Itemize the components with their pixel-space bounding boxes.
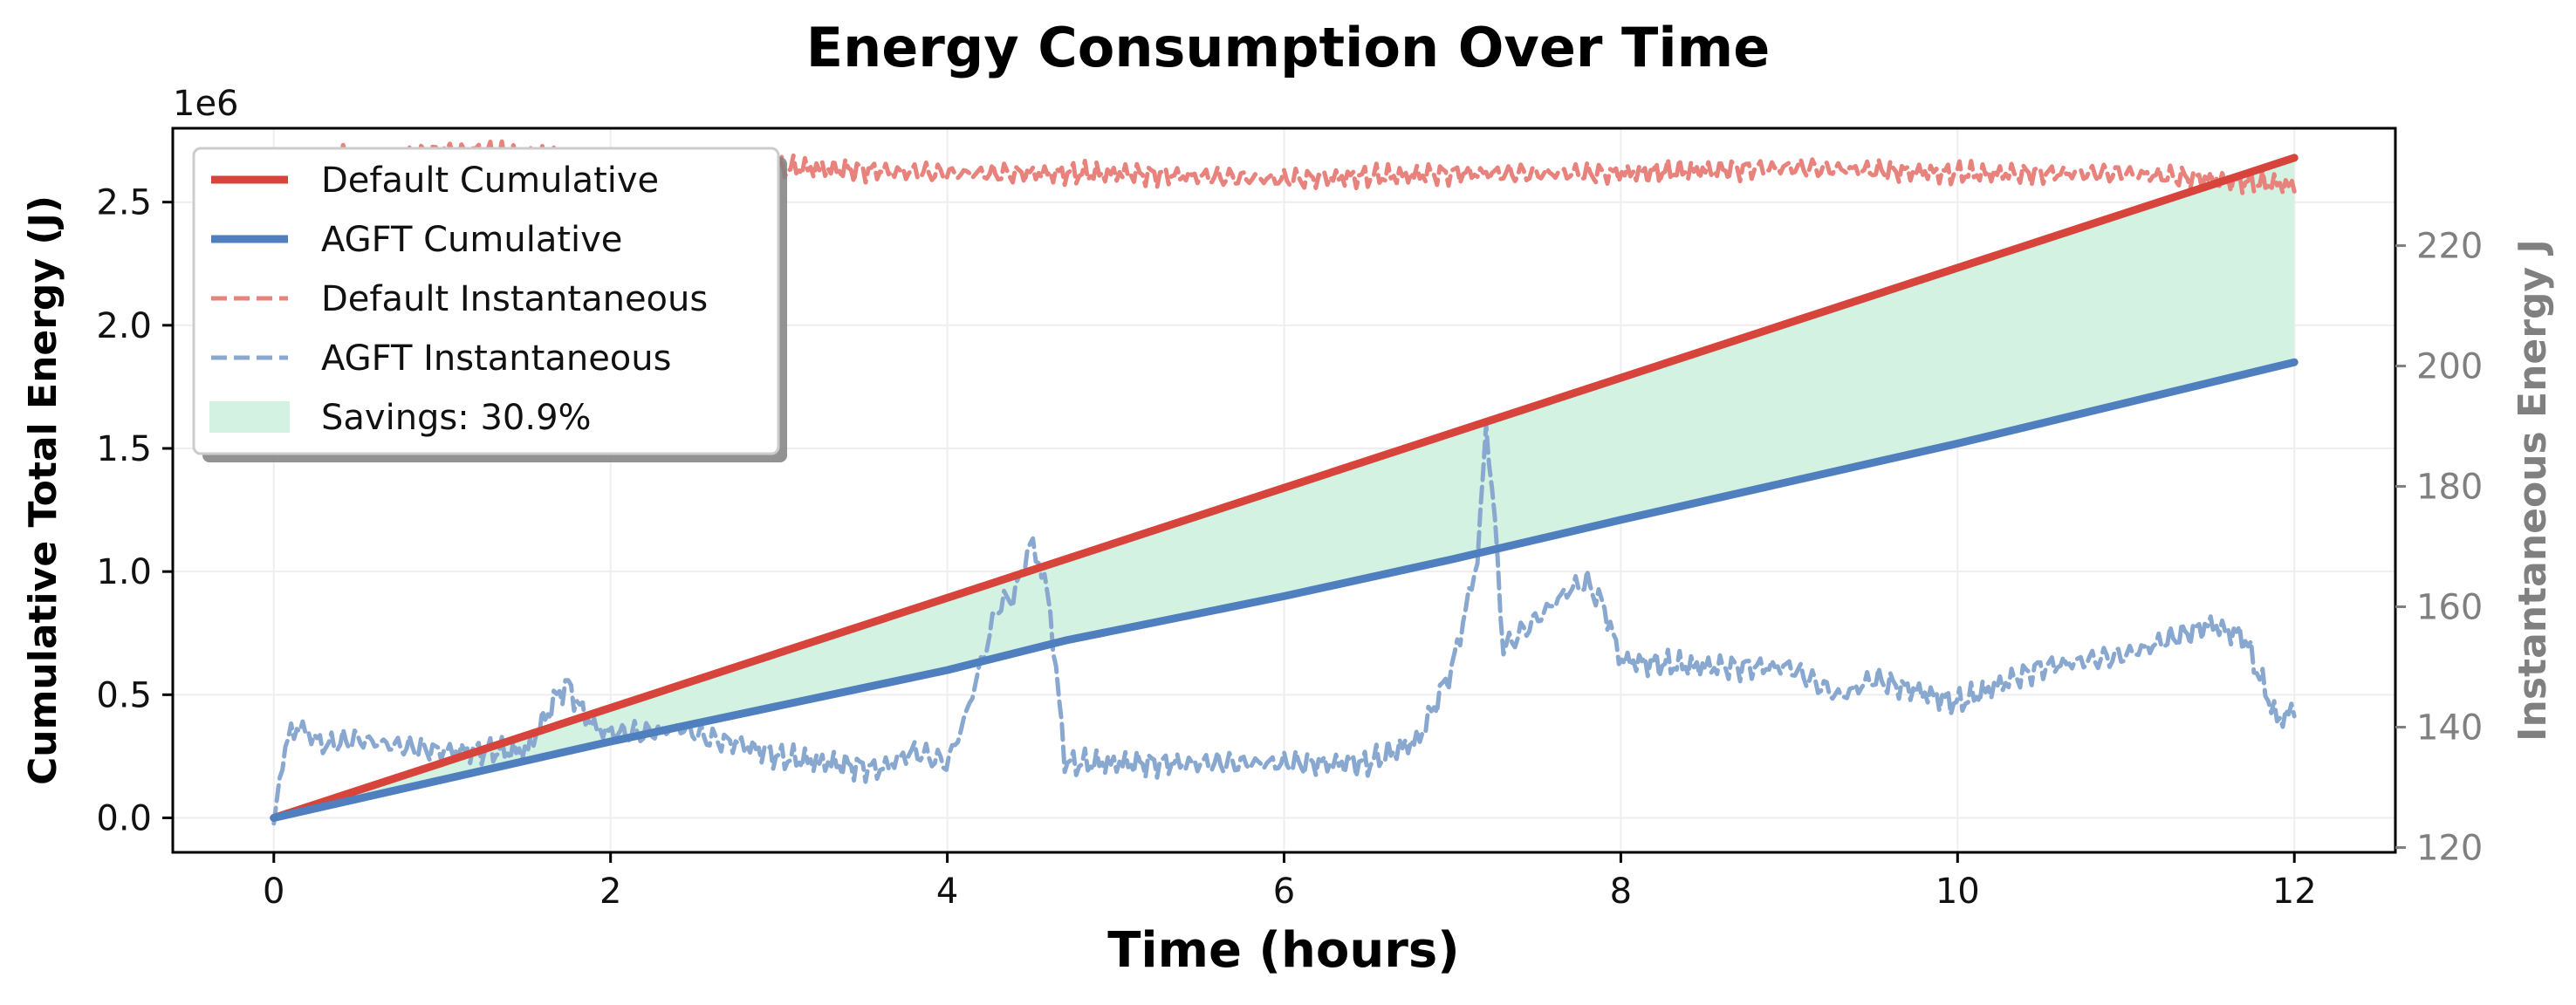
x-tick-label-0: 0 bbox=[263, 872, 284, 912]
x-tick-label-3: 6 bbox=[1273, 872, 1295, 912]
x-tick-label-1: 2 bbox=[599, 872, 621, 912]
y-right-axis-ticks: 120 140 160 180 200 220 bbox=[2395, 227, 2483, 868]
legend-label-agft-cumulative: AGFT Cumulative bbox=[321, 220, 622, 260]
legend-label-savings-30-9-: Savings: 30.9% bbox=[321, 398, 592, 438]
y-left-tick-label-3: 1.5 bbox=[96, 429, 152, 469]
y-right-tick-label-4: 200 bbox=[2416, 347, 2483, 387]
y-left-tick-label-4: 2.0 bbox=[96, 306, 152, 346]
legend: Default Cumulative AGFT Cumulative Default… bbox=[192, 147, 787, 462]
y-left-tick-label-1: 0.5 bbox=[96, 675, 152, 715]
y-left-tick-label-2: 1.0 bbox=[96, 552, 152, 592]
x-tick-label-5: 10 bbox=[1935, 872, 1980, 912]
series-agft-cumulative bbox=[270, 358, 2299, 822]
y-right-axis-title: Instantaneous Energy J bbox=[2511, 239, 2555, 742]
y-left-offset-label: 1e6 bbox=[173, 84, 239, 124]
legend-box bbox=[192, 147, 780, 455]
y-left-tick-label-5: 2.5 bbox=[96, 183, 152, 223]
y-left-tick-label-0: 0.0 bbox=[96, 798, 152, 838]
legend-label-default-cumulative: Default Cumulative bbox=[321, 161, 659, 201]
y-left-axis-ticks: 0.0 0.5 1.0 1.5 2.0 2.5 bbox=[96, 183, 173, 838]
series-default-cumulative bbox=[270, 154, 2299, 822]
x-axis-ticks: 0 2 4 6 8 10 12 bbox=[263, 852, 2317, 912]
x-tick-label-2: 4 bbox=[936, 872, 958, 912]
legend-label-agft-instantaneous: AGFT Instantaneous bbox=[321, 338, 671, 379]
y-left-axis-title: Cumulative Total Energy (J) bbox=[21, 195, 65, 785]
y-right-tick-label-5: 220 bbox=[2416, 227, 2483, 267]
chart-title: Energy Consumption Over Time bbox=[806, 16, 1771, 79]
y-right-tick-label-3: 180 bbox=[2416, 468, 2483, 508]
x-tick-label-4: 8 bbox=[1610, 872, 1632, 912]
legend-label-default-instantaneous: Default Instantaneous bbox=[321, 279, 708, 319]
y-right-tick-label-2: 160 bbox=[2416, 588, 2483, 628]
x-axis-title: Time (hours) bbox=[1107, 922, 1460, 979]
y-right-tick-label-0: 120 bbox=[2416, 828, 2483, 868]
y-right-tick-label-1: 140 bbox=[2416, 708, 2483, 748]
x-tick-label-6: 12 bbox=[2272, 872, 2317, 912]
series-agft-instantaneous bbox=[271, 422, 2297, 826]
legend-swatch-savings-30-9- bbox=[209, 401, 290, 433]
